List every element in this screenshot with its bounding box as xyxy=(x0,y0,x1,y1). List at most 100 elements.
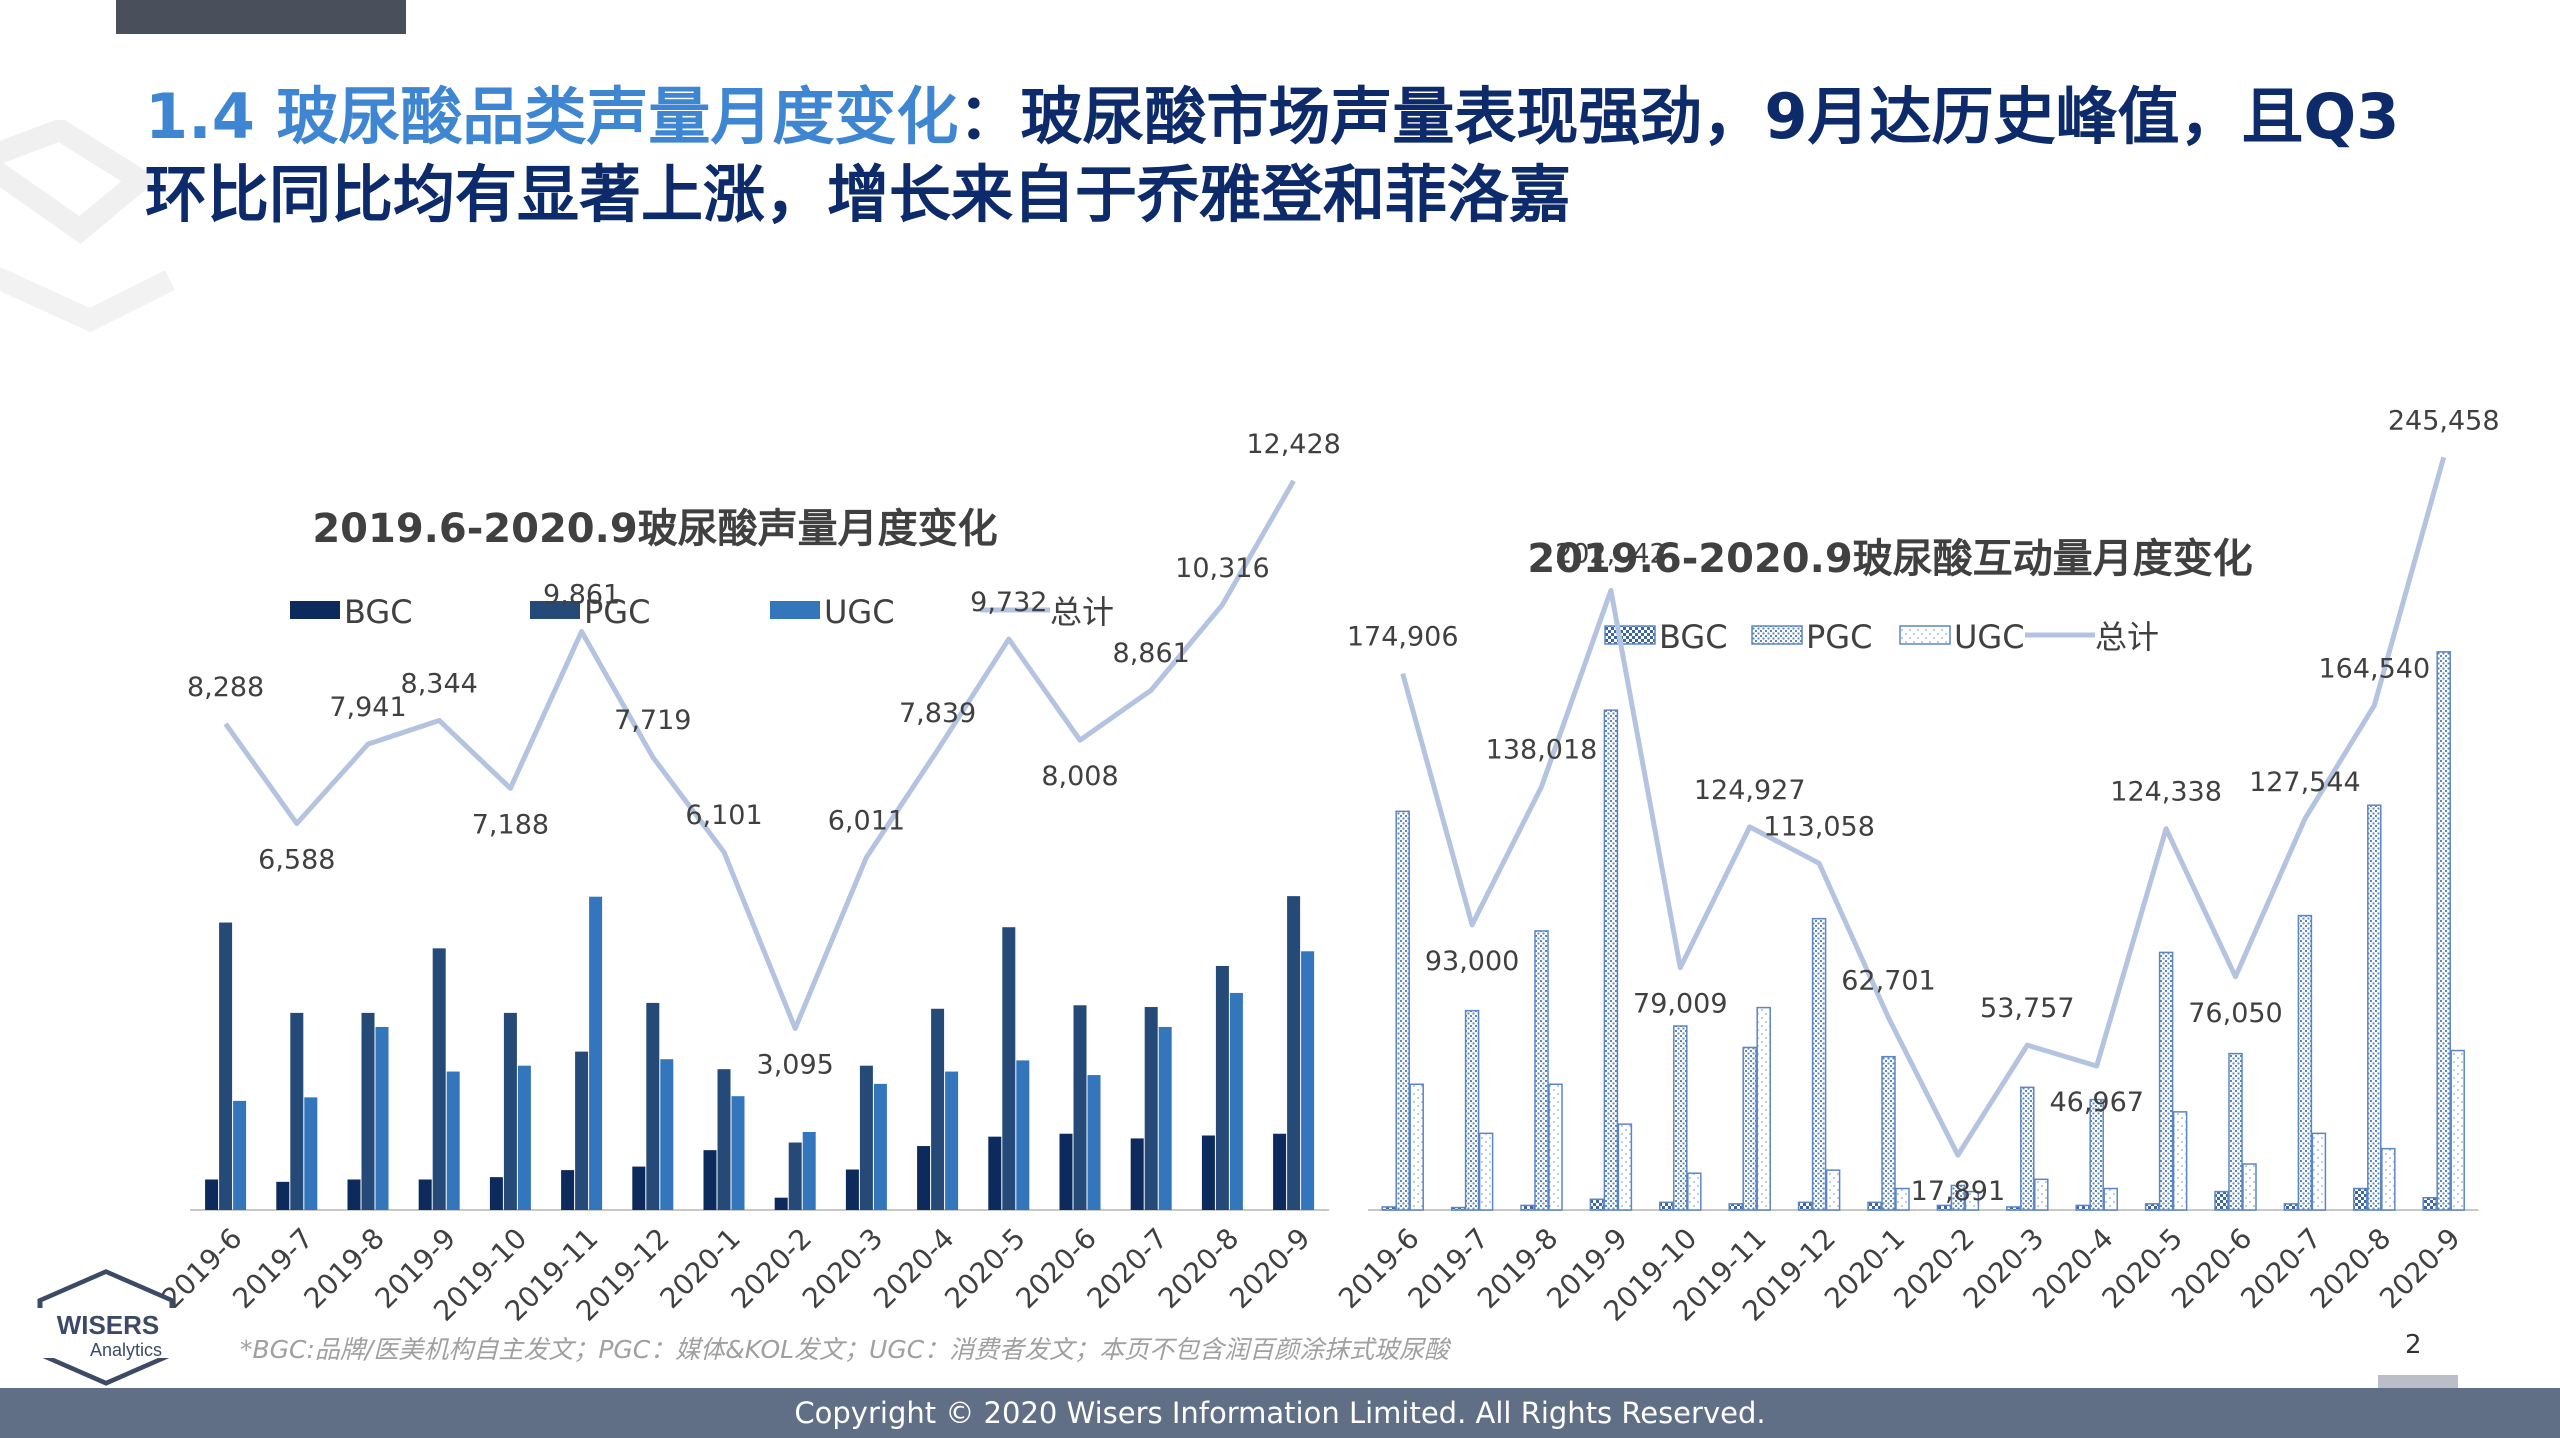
chart-title: 2019.6-2020.9玻尿酸互动量月度变化 xyxy=(1527,536,2252,582)
legend-swatch xyxy=(1604,625,1656,645)
bar-ugc-2020-2 xyxy=(802,1131,816,1210)
bar-bgc-2019-6 xyxy=(1381,1206,1396,1211)
bar-pgc-2019-6 xyxy=(1395,810,1410,1211)
bar-pgc-2020-6 xyxy=(2228,1052,2243,1211)
legend-label: BGC xyxy=(344,593,413,631)
total-series-line xyxy=(223,479,1296,1031)
bar-pgc-2019-8 xyxy=(1534,930,1549,1211)
bar-ugc-2020-3 xyxy=(2034,1178,2049,1211)
bar-pgc-2020-5 xyxy=(2158,951,2174,1211)
total-data-label: 7,839 xyxy=(899,698,976,729)
bar-pgc-2020-5 xyxy=(1002,927,1016,1210)
legend-item-2: PGC xyxy=(1751,618,1872,656)
total-data-label: 7,188 xyxy=(472,809,549,840)
legend-item-4: 总计 xyxy=(2025,618,2159,656)
total-data-label: 174,906 xyxy=(1347,622,1459,653)
total-data-label: 164,540 xyxy=(2318,653,2430,684)
total-data-label: 127,544 xyxy=(2249,767,2361,798)
bar-pgc-2019-10 xyxy=(1673,1025,1688,1211)
total-data-label: 46,967 xyxy=(2049,1087,2143,1118)
bar-bgc-2020-4 xyxy=(917,1146,931,1210)
legend-label: 总计 xyxy=(1050,593,1114,631)
volume-chart: 2019.6-2020.9玻尿酸声量月度变化 BGC PGC UGC 总计 8,288 6,… xyxy=(155,429,1341,1328)
legend-label: UGC xyxy=(1954,618,2025,656)
bar-pgc-2020-4 xyxy=(2089,1098,2104,1211)
total-data-label: 9,861 xyxy=(543,579,620,610)
bar-ugc-2019-8 xyxy=(1548,1083,1563,1211)
legend-swatch xyxy=(290,601,340,619)
total-data-label: 124,927 xyxy=(1694,775,1806,806)
bar-bgc-2019-12 xyxy=(632,1166,646,1210)
bar-pgc-2020-7 xyxy=(1144,1007,1158,1210)
total-data-label: 62,701 xyxy=(1841,966,1935,997)
bar-bgc-2019-8 xyxy=(347,1179,361,1210)
total-data-label: 138,018 xyxy=(1486,735,1598,766)
bar-bgc-2020-1 xyxy=(703,1150,717,1210)
footer-bar: Copyright © 2020 Wisers Information Limi… xyxy=(0,1388,2560,1438)
legend-item-3: UGC xyxy=(770,593,895,631)
bar-pgc-2019-7 xyxy=(1464,1009,1480,1211)
total-data-label: 245,458 xyxy=(2388,405,2500,436)
bar-pgc-2019-10 xyxy=(503,1012,517,1210)
total-data-label: 8,344 xyxy=(401,668,478,699)
bar-pgc-2020-1 xyxy=(1881,1055,1896,1211)
bar-bgc-2020-2 xyxy=(774,1197,788,1210)
legend-item-2: PGC xyxy=(530,593,650,631)
interaction-chart: 2019.6-2020.9玻尿酸互动量月度变化 BGC PGC UGC 总计 174,90… xyxy=(1332,405,2499,1327)
legend-item-4: 总计 xyxy=(980,593,1114,631)
bar-ugc-2020-4 xyxy=(945,1071,959,1210)
bar-bgc-2019-10 xyxy=(489,1177,503,1210)
bar-bgc-2020-7 xyxy=(2283,1203,2299,1211)
total-data-label: 79,009 xyxy=(1633,989,1727,1020)
total-data-label: 93,000 xyxy=(1425,946,1519,977)
bar-pgc-2019-11 xyxy=(575,1051,589,1210)
footnote: *BGC:品牌/医美机构自主发文；PGC：媒体&KOL发文；UGC：消费者发文；… xyxy=(240,1335,1450,1364)
total-data-label: 6,101 xyxy=(685,800,762,831)
legend-item-3: UGC xyxy=(1899,618,2025,656)
bar-ugc-2020-6 xyxy=(2242,1163,2257,1211)
bar-pgc-2020-4 xyxy=(931,1008,945,1210)
bar-pgc-2020-2 xyxy=(1950,1184,1966,1211)
legend-swatch xyxy=(1899,625,1951,645)
bar-ugc-2019-9 xyxy=(446,1071,460,1210)
total-data-label: 76,050 xyxy=(2188,998,2282,1029)
bar-bgc-2019-9 xyxy=(418,1179,432,1210)
logo-wordmark: WISERS xyxy=(57,1310,160,1340)
bar-pgc-2020-6 xyxy=(1073,1005,1087,1210)
bar-ugc-2020-1 xyxy=(1895,1187,1910,1211)
logo-subtitle: Analytics xyxy=(90,1340,162,1360)
total-data-label: 6,011 xyxy=(828,805,905,836)
bar-bgc-2019-7 xyxy=(1450,1206,1466,1211)
total-data-label: 202,042 xyxy=(1555,538,1667,569)
legend-item-1: BGC xyxy=(290,593,413,631)
bar-ugc-2019-6 xyxy=(233,1100,247,1210)
page-number: 2 xyxy=(2405,1330,2422,1360)
top-accent-bar xyxy=(116,0,406,34)
bar-ugc-2019-11 xyxy=(589,896,603,1210)
chart-title: 2019.6-2020.9玻尿酸声量月度变化 xyxy=(312,506,997,552)
bar-ugc-2020-7 xyxy=(1158,1026,1172,1210)
bar-ugc-2019-6 xyxy=(1409,1083,1424,1211)
bar-ugc-2020-3 xyxy=(873,1083,887,1210)
bar-pgc-2020-8 xyxy=(2367,804,2382,1211)
bar-ugc-2020-8 xyxy=(2381,1147,2396,1211)
bar-bgc-2020-5 xyxy=(2144,1203,2160,1211)
bar-pgc-2020-3 xyxy=(2020,1086,2035,1211)
headline-main-text: ：玻尿酸市场声量表现强劲，9月达历史峰值，且Q3环比同比均有显著上涨，增长来自于… xyxy=(145,80,2400,231)
bar-ugc-2019-10 xyxy=(1687,1172,1702,1211)
bar-bgc-2019-11 xyxy=(1728,1203,1743,1211)
bar-ugc-2019-10 xyxy=(517,1065,531,1210)
bar-ugc-2020-9 xyxy=(2450,1049,2465,1211)
bar-ugc-2020-1 xyxy=(731,1096,745,1210)
bar-pgc-2020-9 xyxy=(2436,651,2451,1211)
total-data-label: 7,719 xyxy=(614,705,691,736)
bar-ugc-2020-2 xyxy=(1964,1190,1980,1211)
legend-label: 总计 xyxy=(2095,618,2159,656)
bar-pgc-2020-3 xyxy=(859,1065,873,1210)
total-data-label: 8,861 xyxy=(1113,638,1190,669)
legend-label: PGC xyxy=(584,593,650,631)
bar-pgc-2019-9 xyxy=(432,948,446,1210)
bar-ugc-2020-8 xyxy=(1229,992,1243,1210)
bar-bgc-2019-9 xyxy=(1589,1198,1605,1211)
bar-pgc-2020-2 xyxy=(788,1142,802,1210)
